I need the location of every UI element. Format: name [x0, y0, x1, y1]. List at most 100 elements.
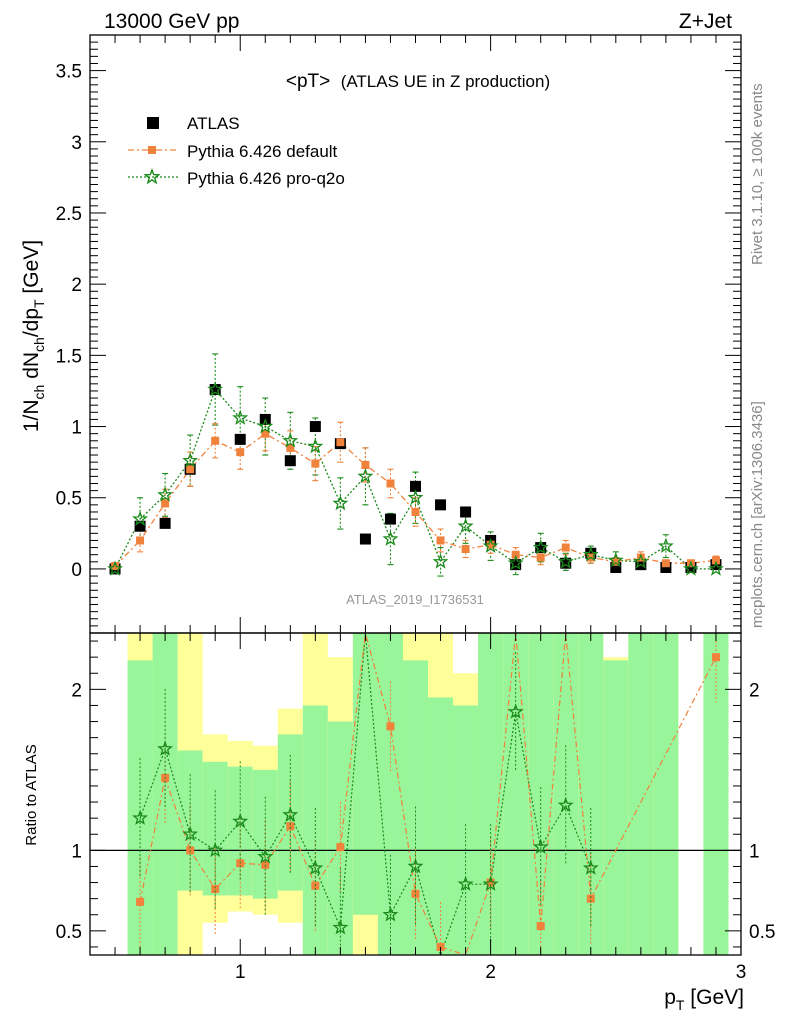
default-data-point: [636, 553, 645, 562]
atlas-data-point: [585, 547, 597, 559]
proq2o-data-point: [507, 554, 524, 570]
atlas-data-point: [685, 562, 697, 574]
atlas-data-point: [610, 562, 622, 574]
ratio-proq2o-point: [207, 842, 224, 858]
ratio-proq2o-point: [482, 875, 499, 891]
atlas-data-point: [510, 559, 522, 571]
ratio-proq2o-point: [332, 919, 349, 935]
proq2o-data-point: [282, 432, 299, 448]
atlas-data-point: [309, 421, 321, 433]
default-data-point: [111, 562, 120, 571]
plot-title: <pT> (ATLAS UE in Z production): [286, 71, 550, 92]
default-data-point: [411, 507, 420, 516]
proq2o-data-point: [607, 552, 624, 568]
proq2o-series-line: [114, 388, 716, 570]
proq2o-data-point: [632, 553, 649, 569]
default-data-point: [336, 438, 345, 447]
default-data-point: [536, 553, 545, 562]
ratio-default-point: [436, 942, 445, 951]
atlas-data-point: [460, 506, 472, 518]
mcplots-source-label: mcplots.cern.ch [arXiv:1306.3436]: [749, 401, 766, 628]
default-data-point: [361, 460, 370, 469]
default-data-point: [461, 544, 470, 553]
ratio-band-green: [653, 633, 679, 955]
ratio-proq2o-point: [232, 813, 249, 829]
default-data-point: [561, 543, 570, 552]
ratio-proq2o-point: [532, 838, 549, 854]
proq2o-data-point: [182, 452, 199, 468]
ratio-y-tick-label: 0.5: [56, 922, 82, 943]
main-y-tick-label: 0: [71, 560, 82, 581]
ratio-default-point: [286, 822, 295, 831]
default-data-point: [711, 556, 720, 565]
ratio-proq2o-point: [157, 740, 174, 756]
main-y-tick-label: 2.5: [56, 204, 82, 225]
atlas-data-point: [435, 499, 447, 511]
proq2o-data-point: [207, 381, 224, 397]
legend-label-default: Pythia 6.426 default: [187, 142, 338, 161]
atlas-data-point: [410, 480, 421, 492]
proq2o-data-point: [482, 537, 499, 553]
x-axis-label: pT [GeV]: [664, 986, 744, 1013]
ratio-default-point: [711, 653, 720, 662]
default-data-point: [161, 499, 170, 508]
ratio-band-green: [628, 633, 654, 955]
default-data-point: [211, 436, 220, 445]
analysis-watermark: ATLAS_2019_I1736531: [346, 592, 484, 607]
atlas-data-point: [535, 542, 547, 554]
ratio-proq2o-point: [382, 906, 399, 922]
main-plot-data: [107, 353, 724, 577]
ratio-y-axis-label: Ratio to ATLAS: [23, 744, 40, 845]
ratio-default-line: [139, 632, 717, 956]
proq2o-data-point: [407, 489, 424, 505]
ratio-proq2o-point: [407, 858, 424, 874]
main-y-tick-label: 2: [71, 275, 82, 296]
ratio-y-tick-label: 1: [71, 841, 82, 862]
default-data-point: [386, 479, 395, 488]
ratio-default-point: [586, 894, 595, 903]
legend-star-shape: [143, 167, 161, 185]
ratio-proq2o-point: [507, 703, 524, 719]
ratio-default-point: [411, 889, 420, 898]
ratio-default-point: [136, 897, 145, 906]
ratio-proq2o-point: [257, 848, 274, 864]
ratio-band-green: [428, 697, 454, 955]
ratio-y-tick-label-right: 0.5: [749, 922, 775, 943]
ratio-proq2o-point: [182, 826, 199, 841]
proq2o-data-point: [257, 418, 274, 434]
default-data-point: [311, 459, 320, 468]
proq2o-data-point: [332, 495, 349, 511]
plot-title-main: <pT>: [286, 71, 330, 92]
proq2o-data-point: [357, 468, 374, 484]
ratio-band-green: [603, 660, 629, 955]
atlas-data-point: [359, 533, 371, 545]
default-data-point: [436, 536, 445, 545]
default-data-point: [661, 559, 670, 568]
ratio-uncertainty-bands: [127, 633, 729, 955]
ratio-proq2o-point: [132, 809, 149, 825]
default-data-point: [186, 465, 195, 474]
ratio-proq2o-point: [557, 796, 574, 812]
ratio-y-tick-label-right: 2: [749, 680, 760, 701]
default-data-point: [486, 540, 495, 549]
plot-title-sub: (ATLAS UE in Z production): [341, 72, 550, 91]
legend-marker-default: [148, 146, 156, 154]
legend-marker-atlas: [147, 117, 159, 129]
atlas-data-point: [234, 433, 246, 445]
default-data-point: [286, 443, 295, 452]
ratio-y-tick-label-right: 1: [749, 841, 760, 862]
ratio-proq2o-point: [282, 806, 299, 822]
atlas-data-point: [159, 517, 171, 529]
x-tick-label: 2: [485, 962, 496, 983]
ratio-band-green: [352, 633, 378, 915]
main-y-tick-label: 1.5: [56, 346, 82, 367]
default-data-point: [511, 550, 520, 559]
x-tick-label: 3: [736, 962, 747, 983]
atlas-data-point: [710, 559, 722, 571]
proq2o-data-point: [432, 553, 449, 569]
axes: 1 2 3 0 0.5 1 1.5 2 2.5 3 3.5 0.5 0.5 1 1 2 2: [56, 34, 775, 983]
ratio-default-point: [336, 843, 345, 852]
rivet-version-label: Rivet 3.1.10, ≥ 100k events: [749, 83, 766, 265]
ratio-default-point: [536, 922, 545, 931]
proq2o-data-point: [682, 560, 699, 576]
